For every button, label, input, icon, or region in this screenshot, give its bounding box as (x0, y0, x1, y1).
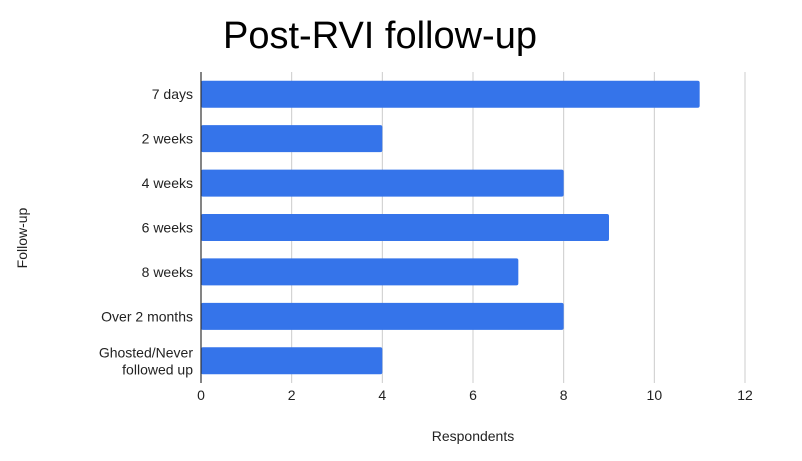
bar (201, 169, 564, 197)
x-tick-label: 10 (647, 387, 663, 403)
bar (201, 347, 383, 375)
bars (201, 80, 700, 375)
bar (201, 258, 519, 286)
x-tick-labels: 0 2 4 6 8 10 12 (197, 387, 753, 403)
chart-title: Post-RVI follow-up (223, 15, 537, 57)
y-axis-title: Follow-up (14, 207, 30, 268)
x-axis-title: Respondents (432, 428, 515, 444)
category-label: followed up (122, 361, 193, 377)
x-tick-label: 8 (560, 387, 568, 403)
category-labels: 7 days 2 weeks 4 weeks 6 weeks 8 weeks Over 2… (99, 86, 193, 377)
x-tick-label: 2 (288, 387, 296, 403)
bar (201, 125, 383, 153)
category-label: 8 weeks (142, 264, 193, 280)
bar (201, 214, 609, 241)
bar (201, 302, 564, 330)
category-label: 4 weeks (142, 175, 193, 191)
category-label: 2 weeks (142, 131, 193, 147)
category-label: Over 2 months (101, 308, 193, 324)
category-label: Ghosted/Never (99, 344, 193, 360)
x-tick-label: 12 (737, 387, 753, 403)
category-label: 7 days (152, 86, 193, 102)
x-tick-label: 4 (378, 387, 386, 403)
bar (201, 80, 700, 108)
x-tick-label: 0 (197, 387, 205, 403)
category-label: 6 weeks (142, 220, 193, 236)
x-tick-label: 6 (469, 387, 477, 403)
